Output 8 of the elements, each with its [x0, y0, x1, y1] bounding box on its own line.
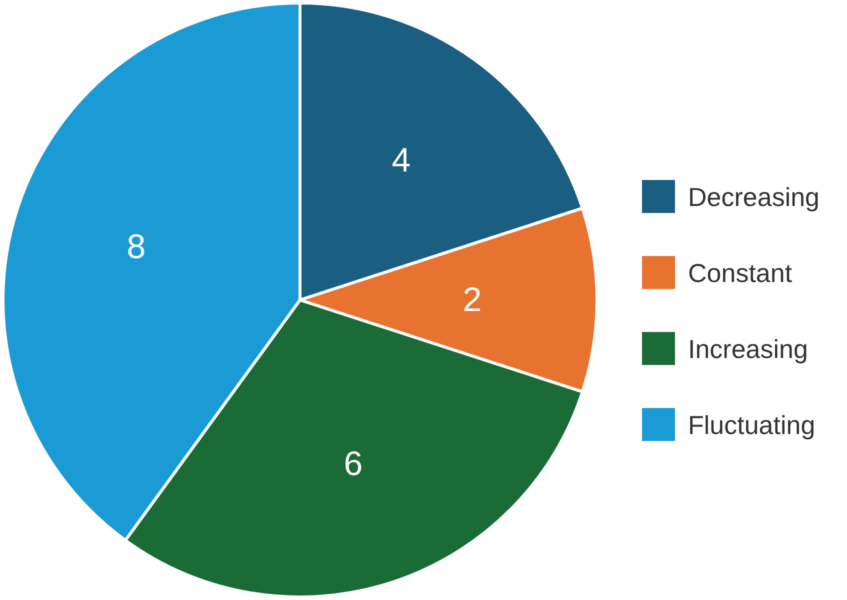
legend-label: Constant: [688, 258, 793, 288]
legend-label: Increasing: [688, 334, 808, 364]
data-label: 4: [392, 142, 411, 180]
data-label: 6: [344, 444, 363, 483]
data-label: 8: [126, 228, 146, 266]
data-label: 2: [462, 281, 482, 319]
legend-label: Decreasing: [688, 182, 820, 212]
legend-label: Fluctuating: [688, 410, 816, 440]
